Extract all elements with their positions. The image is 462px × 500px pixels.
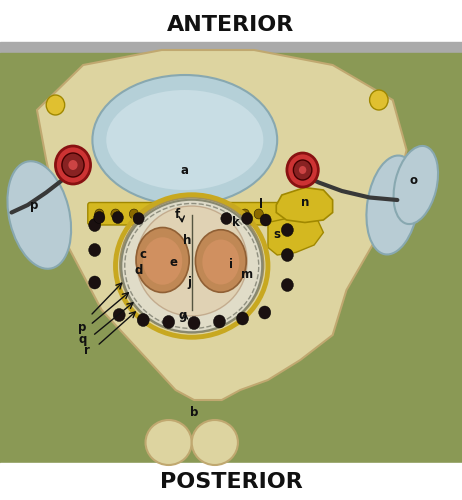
Polygon shape (268, 212, 323, 255)
Circle shape (89, 218, 101, 232)
Circle shape (259, 306, 271, 319)
Circle shape (254, 209, 263, 219)
Text: e: e (169, 256, 177, 269)
Circle shape (166, 209, 176, 219)
Circle shape (137, 314, 149, 326)
Text: b: b (190, 406, 198, 419)
Circle shape (133, 212, 144, 224)
Text: a: a (181, 164, 189, 176)
Text: r: r (84, 344, 90, 358)
Polygon shape (276, 188, 333, 222)
Text: m: m (241, 268, 253, 281)
Text: l: l (259, 198, 263, 211)
Ellipse shape (125, 204, 259, 328)
Text: d: d (134, 264, 143, 276)
Text: ANTERIOR: ANTERIOR (167, 15, 295, 35)
FancyBboxPatch shape (88, 202, 296, 225)
Circle shape (237, 312, 249, 325)
Text: h: h (183, 234, 191, 246)
Circle shape (221, 212, 232, 224)
Polygon shape (37, 50, 407, 400)
Bar (0, 0, 462, 52)
Bar (0, 462, 462, 500)
Text: POSTERIOR: POSTERIOR (160, 472, 302, 492)
Circle shape (242, 212, 253, 224)
Circle shape (281, 224, 293, 236)
Text: c: c (140, 248, 147, 262)
Circle shape (55, 146, 91, 184)
Circle shape (299, 166, 306, 174)
Circle shape (163, 316, 175, 328)
Circle shape (240, 209, 249, 219)
Bar (0, 52, 462, 463)
Circle shape (281, 278, 293, 291)
Circle shape (95, 209, 104, 219)
Circle shape (111, 209, 120, 219)
Circle shape (62, 153, 84, 177)
Circle shape (112, 212, 123, 224)
Text: p: p (30, 198, 39, 211)
Ellipse shape (146, 420, 192, 465)
Ellipse shape (136, 228, 189, 292)
Text: p: p (78, 321, 86, 334)
Ellipse shape (394, 146, 438, 224)
Circle shape (46, 95, 65, 115)
Ellipse shape (106, 90, 263, 190)
Circle shape (188, 316, 200, 330)
Circle shape (148, 209, 157, 219)
Ellipse shape (143, 238, 182, 285)
Text: g: g (178, 308, 187, 322)
Ellipse shape (192, 420, 238, 465)
Circle shape (89, 276, 101, 289)
Circle shape (287, 153, 318, 187)
Text: q: q (78, 332, 86, 345)
Circle shape (281, 248, 293, 262)
Text: f: f (175, 208, 181, 222)
Circle shape (94, 212, 105, 224)
Circle shape (89, 244, 101, 256)
Text: j: j (188, 276, 191, 289)
Text: o: o (409, 174, 418, 186)
Circle shape (370, 90, 388, 110)
Circle shape (260, 214, 271, 226)
Circle shape (185, 209, 194, 219)
Text: k: k (232, 216, 239, 229)
Text: i: i (229, 258, 233, 272)
Ellipse shape (136, 206, 247, 316)
Bar (0, 42, 462, 72)
Circle shape (213, 315, 225, 328)
Circle shape (68, 160, 78, 170)
Text: n: n (301, 196, 309, 209)
Ellipse shape (121, 200, 262, 332)
Ellipse shape (202, 240, 239, 284)
Ellipse shape (120, 198, 263, 332)
Ellipse shape (7, 161, 71, 269)
Circle shape (222, 209, 231, 219)
Circle shape (113, 308, 125, 322)
Ellipse shape (92, 75, 277, 205)
Text: s: s (274, 228, 281, 241)
Ellipse shape (366, 156, 419, 254)
Circle shape (293, 160, 312, 180)
Circle shape (203, 209, 213, 219)
Ellipse shape (195, 230, 246, 292)
Circle shape (129, 209, 139, 219)
